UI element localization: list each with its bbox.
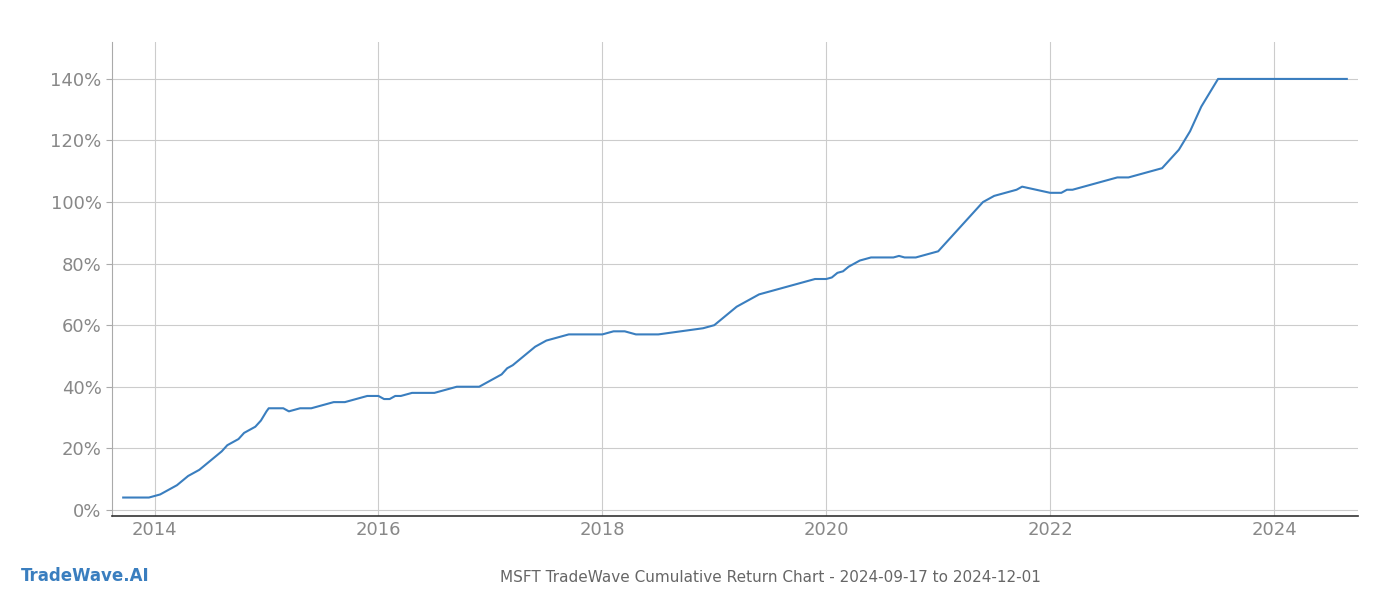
Text: MSFT TradeWave Cumulative Return Chart - 2024-09-17 to 2024-12-01: MSFT TradeWave Cumulative Return Chart -… (500, 570, 1040, 585)
Text: TradeWave.AI: TradeWave.AI (21, 567, 150, 585)
